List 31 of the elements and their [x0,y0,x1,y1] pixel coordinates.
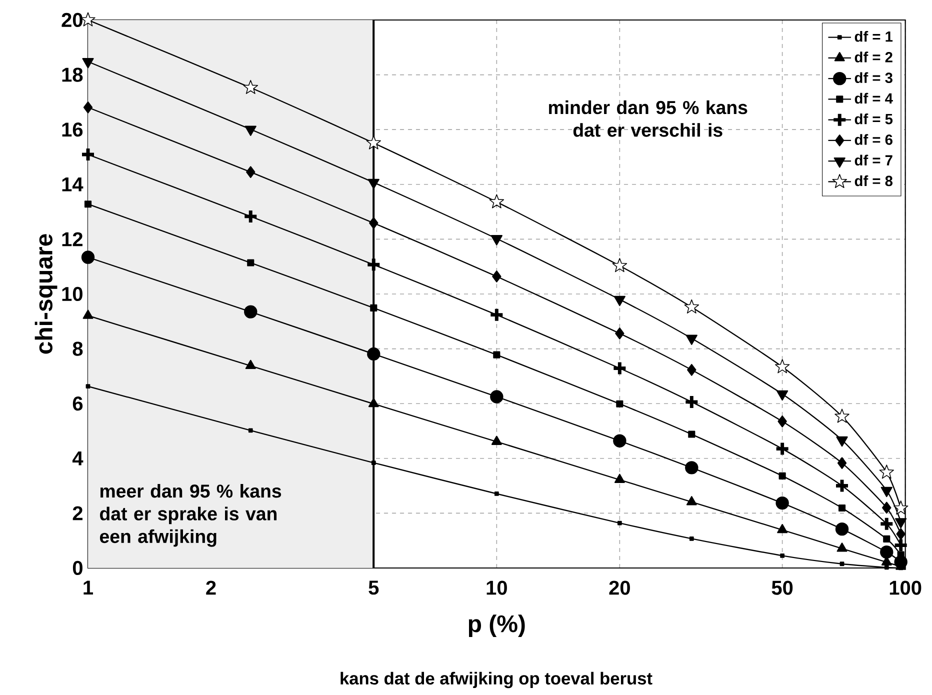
y-tick-label: 20 [62,13,82,28]
legend-label: df = 8 [854,176,893,186]
y-tick-label: 0 [72,561,82,576]
y-tick-label: 16 [62,122,83,137]
y-tick-label: 2 [72,506,82,520]
y-tick-label: 8 [72,342,83,356]
y-tick-label: 14 [62,178,84,192]
y-tick-label: 6 [72,396,83,411]
x-axis-title: p (%) [468,614,525,638]
x-tick-label: 20 [609,580,630,596]
x-tick-label: 1 [84,580,93,595]
legend-label: df = 1 [854,31,893,42]
x-tick-label: 2 [206,580,216,595]
text: kans dat de afwijking op toeval berust [340,672,652,688]
y-axis-title: chi-square [34,234,58,354]
legend-label: df = 2 [854,52,892,63]
annotation: minder dan 95 % kans dat er verschil is [549,100,748,137]
y-tick-label: 10 [62,287,82,302]
legend-label: df = 6 [854,134,892,146]
annotation: meer dan 95 % kans dat er sprake is van een afwijking [100,484,282,548]
legend-label: df = 5 [854,114,893,124]
y-tick-label: 12 [62,232,82,246]
x-tick-label: 50 [772,580,793,596]
x-tick-label: 100 [890,580,922,596]
legend-label: df = 7 [854,154,892,166]
x-tick-label: 10 [486,580,507,596]
legend-label: df = 3 [854,72,892,84]
y-tick-label: 4 [72,452,84,466]
y-tick-label: 18 [62,68,83,82]
x-tick-label: 5 [368,580,379,595]
legend-label: df = 4 [854,93,893,104]
